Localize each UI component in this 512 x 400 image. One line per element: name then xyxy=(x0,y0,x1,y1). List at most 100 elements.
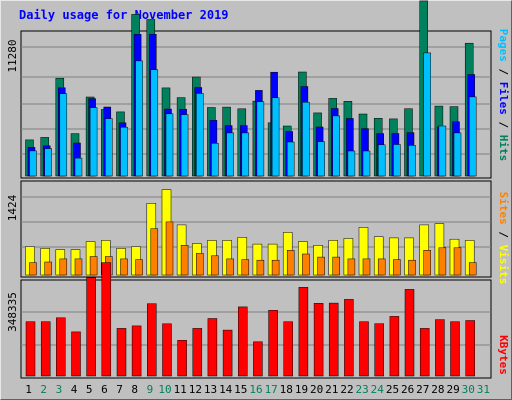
bar-sites xyxy=(165,221,174,276)
bar-sites xyxy=(135,259,143,276)
bar-kbytes xyxy=(116,328,127,377)
bar-sites xyxy=(438,247,447,276)
bar-sites xyxy=(317,256,325,276)
bar-pages xyxy=(44,148,52,177)
bar-kbytes xyxy=(253,341,263,377)
bar-kbytes xyxy=(328,302,339,377)
bar-pages xyxy=(286,141,295,177)
x-tick-label: 31 xyxy=(477,383,490,396)
bar-sites xyxy=(74,258,83,276)
x-tick-label: 1 xyxy=(25,383,32,396)
legend-part: Pages xyxy=(497,29,510,62)
x-tick-label: 23 xyxy=(355,383,368,396)
bar-sites xyxy=(302,253,310,276)
bar-sites xyxy=(271,259,280,276)
x-tick-label: 8 xyxy=(131,383,138,396)
x-tick-label: 15 xyxy=(234,383,247,396)
legend-part: / xyxy=(497,115,510,135)
y-tick-label: 348335 xyxy=(6,292,19,332)
bar-sites xyxy=(286,250,295,276)
bar-kbytes xyxy=(86,277,96,377)
x-tick-label: 26 xyxy=(401,383,414,396)
bar-sites xyxy=(453,247,462,276)
bar-kbytes xyxy=(147,303,157,377)
bar-sites xyxy=(241,259,250,276)
bar-sites xyxy=(211,255,219,276)
bar-kbytes xyxy=(101,262,112,377)
bar-kbytes xyxy=(25,321,36,377)
bar-kbytes xyxy=(435,319,445,377)
x-tick-label: 17 xyxy=(265,383,278,396)
bar-kbytes xyxy=(465,320,475,377)
bar-kbytes xyxy=(162,323,172,377)
bar-sites xyxy=(196,253,204,276)
x-tick-label: 5 xyxy=(86,383,93,396)
x-tick-label: 19 xyxy=(295,383,308,396)
bar-kbytes xyxy=(450,321,460,377)
bar-pages xyxy=(423,52,431,177)
x-tick-label: 3 xyxy=(56,383,63,396)
x-tick-label: 4 xyxy=(71,383,78,396)
x-tick-label: 11 xyxy=(174,383,187,396)
bar-pages xyxy=(438,125,447,177)
panel-1-bars xyxy=(25,0,477,177)
legend-part: KBytes xyxy=(497,335,510,375)
bar-pages xyxy=(180,114,189,177)
bar-sites xyxy=(256,259,265,276)
bar-sites xyxy=(393,259,401,276)
bar-sites xyxy=(150,228,159,276)
bar-kbytes xyxy=(131,325,142,377)
bar-sites xyxy=(44,261,52,276)
bar-kbytes xyxy=(207,318,218,377)
bar-sites xyxy=(226,258,234,276)
bar-pages xyxy=(135,60,143,177)
bar-kbytes xyxy=(344,299,354,377)
bar-sites xyxy=(423,250,431,276)
bar-sites xyxy=(89,256,98,276)
bar-sites xyxy=(362,258,371,276)
legend-kbytes: KBytes xyxy=(497,335,510,375)
panel-3-bars xyxy=(25,262,475,377)
legend-part: Files xyxy=(497,82,510,115)
bar-sites xyxy=(332,256,340,276)
x-tick-label: 29 xyxy=(446,383,459,396)
x-tick-label: 24 xyxy=(371,383,385,396)
legend-part: / xyxy=(497,62,510,82)
bar-kbytes xyxy=(283,321,293,377)
y-tick-label: 11280 xyxy=(6,39,19,72)
bar-kbytes xyxy=(268,310,278,377)
bar-pages xyxy=(105,118,113,177)
chart-title: Daily usage for November 2019 xyxy=(19,8,229,22)
x-tick-label: 6 xyxy=(101,383,108,396)
legend-visits-sites: Sites / Visits xyxy=(497,192,510,285)
bar-pages xyxy=(408,145,416,177)
bar-kbytes xyxy=(192,328,203,377)
bar-sites xyxy=(347,258,356,276)
bar-kbytes xyxy=(56,317,66,377)
bar-pages xyxy=(226,132,234,177)
x-tick-label: 12 xyxy=(189,383,202,396)
bar-kbytes xyxy=(359,321,369,377)
legend-part: Hits xyxy=(497,135,510,162)
bar-pages xyxy=(120,126,128,177)
bar-pages xyxy=(347,150,356,177)
bar-kbytes xyxy=(374,323,384,377)
bar-pages xyxy=(241,132,250,177)
bar-kbytes xyxy=(419,328,430,377)
x-tick-label: 16 xyxy=(249,383,262,396)
y-tick-label: 1424 xyxy=(6,194,19,221)
bar-kbytes xyxy=(313,303,324,377)
bar-kbytes xyxy=(71,331,81,377)
bar-pages xyxy=(362,150,371,177)
bar-kbytes xyxy=(177,340,187,377)
bar-pages xyxy=(29,150,37,177)
bar-kbytes xyxy=(40,321,51,377)
legend-part: / xyxy=(497,225,510,245)
bar-sites xyxy=(120,258,128,276)
x-tick-label: 30 xyxy=(462,383,475,396)
bar-pages xyxy=(74,157,83,177)
x-tick-label: 7 xyxy=(116,383,123,396)
bar-pages xyxy=(332,115,340,177)
bar-sites xyxy=(408,259,416,276)
x-tick-label: 25 xyxy=(386,383,399,396)
